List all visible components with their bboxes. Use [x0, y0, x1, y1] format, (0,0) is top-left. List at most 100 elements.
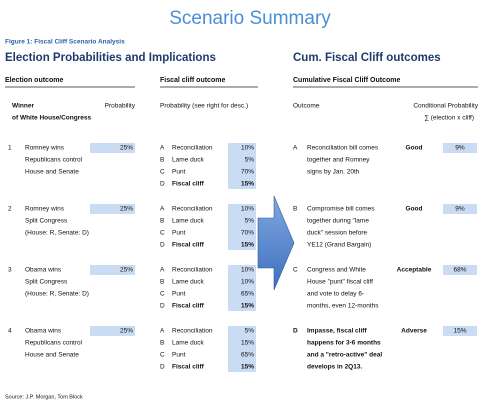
- outcome-line: YE12 (Grand Bargain): [307, 242, 371, 249]
- winner-line: Obama wins: [25, 328, 62, 335]
- probability-box: [443, 204, 477, 214]
- column-header: of White House/Congress: [12, 115, 91, 122]
- cliff-probability: 10%: [241, 145, 254, 152]
- cliff-letter: D: [160, 181, 165, 188]
- cliff-probability: 65%: [241, 352, 254, 359]
- cliff-label: Reconciliation: [172, 328, 213, 335]
- winner-line: (House: R, Senate: D): [25, 230, 89, 237]
- outcome-rating: Adverse: [401, 328, 427, 335]
- winner-line: Split Congress: [25, 279, 68, 286]
- probability-box: [228, 265, 256, 311]
- cliff-label: Reconciliation: [172, 206, 213, 213]
- cliff-label: Fiscal cliff: [172, 364, 205, 371]
- source-note: Source: J.P. Morgan, Tom Block: [5, 394, 83, 400]
- cliff-probability: 15%: [241, 181, 254, 188]
- cliff-letter: D: [160, 364, 165, 371]
- cliff-letter: D: [160, 303, 165, 310]
- winner-line: Split Congress: [25, 218, 68, 225]
- outcome-probability: 68%: [453, 267, 466, 274]
- probability-box: [443, 143, 477, 153]
- scenario-number: 2: [8, 206, 12, 213]
- cliff-letter: A: [160, 328, 165, 335]
- cliff-probability: 15%: [241, 303, 254, 310]
- cliff-label: Fiscal cliff: [172, 303, 205, 310]
- election-probability: 25%: [120, 206, 133, 213]
- outcome-line: together during "lame: [307, 218, 369, 225]
- left-heading: Election Probabilities and Implications: [5, 52, 216, 64]
- section-header: Election outcome: [5, 77, 63, 84]
- cliff-label: Fiscal cliff: [172, 181, 205, 188]
- outcome-line: signs by Jan. 20th: [307, 169, 360, 176]
- cliff-letter: C: [160, 352, 165, 359]
- cliff-probability: 10%: [241, 279, 254, 286]
- right-heading: Cum. Fiscal Cliff outcomes: [293, 52, 441, 64]
- outcome-line: Impasse, fiscal cliff: [307, 328, 367, 335]
- cliff-label: Lame duck: [172, 157, 205, 164]
- cliff-label: Reconciliation: [172, 267, 213, 274]
- cliff-probability: 70%: [241, 169, 254, 176]
- cliff-probability: 15%: [241, 242, 254, 249]
- section-header: Fiscal cliff outcome: [160, 77, 225, 84]
- election-probability: 25%: [120, 267, 133, 274]
- scenario-number: 4: [8, 328, 12, 335]
- winner-line: Republicans control: [25, 340, 83, 347]
- cliff-label: Lame duck: [172, 340, 205, 347]
- cliff-letter: B: [160, 157, 164, 164]
- outcome-letter: B: [293, 206, 297, 213]
- cliff-probability: 10%: [241, 206, 254, 213]
- outcome-rating: Good: [406, 145, 423, 152]
- outcome-line: House "punt" fiscal cliff: [307, 279, 373, 286]
- scenario-number: 3: [8, 267, 12, 274]
- outcome-line: duck" session before: [307, 230, 368, 237]
- outcome-letter: C: [293, 267, 298, 274]
- cliff-letter: A: [160, 145, 165, 152]
- cliff-label: Reconciliation: [172, 145, 213, 152]
- cliff-label: Punt: [172, 352, 186, 359]
- probability-box: [90, 143, 135, 153]
- probability-box: [90, 204, 135, 214]
- probability-box: [443, 265, 477, 275]
- winner-line: House and Senate: [25, 169, 79, 176]
- outcome-letter: D: [293, 328, 298, 335]
- cliff-probability: 5%: [245, 218, 255, 225]
- figure-label: Figure 1: Fiscal Cliff Scenario Analysis: [5, 39, 125, 46]
- cliff-label: Lame duck: [172, 279, 205, 286]
- column-header: Conditional Probability: [413, 103, 478, 110]
- outcome-line: together and Romney: [307, 157, 370, 164]
- winner-line: Obama wins: [25, 267, 62, 274]
- probability-box: [228, 326, 256, 372]
- outcome-line: Congress and White: [307, 267, 366, 274]
- cliff-probability: 65%: [241, 291, 254, 298]
- cliff-label: Punt: [172, 230, 186, 237]
- probability-box: [228, 143, 256, 189]
- cliff-letter: C: [160, 169, 165, 176]
- cliff-probability: 70%: [241, 230, 254, 237]
- page-title: Scenario Summary: [169, 8, 331, 29]
- arrow: [257, 195, 295, 291]
- cliff-letter: D: [160, 242, 165, 249]
- outcome-probability: 9%: [455, 145, 465, 152]
- column-header: Winner: [12, 103, 34, 110]
- winner-line: House and Senate: [25, 352, 79, 359]
- cliff-probability: 5%: [245, 157, 255, 164]
- outcome-line: and vote to delay 6-: [307, 291, 364, 298]
- winner-line: Romney wins: [25, 145, 65, 152]
- outcome-line: months, even 12-months: [307, 303, 379, 310]
- cliff-letter: A: [160, 267, 165, 274]
- cliff-probability: 15%: [241, 364, 254, 371]
- cliff-letter: B: [160, 279, 164, 286]
- cliff-letter: A: [160, 206, 165, 213]
- cliff-label: Punt: [172, 169, 186, 176]
- cliff-label: Fiscal cliff: [172, 242, 205, 249]
- cliff-letter: C: [160, 230, 165, 237]
- probability-box: [90, 265, 135, 275]
- cliff-label: Punt: [172, 291, 186, 298]
- probability-box: [443, 326, 477, 336]
- outcome-line: develops in 2Q13.: [307, 364, 362, 371]
- probability-box: [228, 204, 256, 250]
- winner-line: Romney wins: [25, 206, 65, 213]
- outcome-line: happens for 3-6 months: [307, 340, 381, 347]
- cliff-probability: 10%: [241, 267, 254, 274]
- cliff-letter: C: [160, 291, 165, 298]
- cliff-label: Lame duck: [172, 218, 205, 225]
